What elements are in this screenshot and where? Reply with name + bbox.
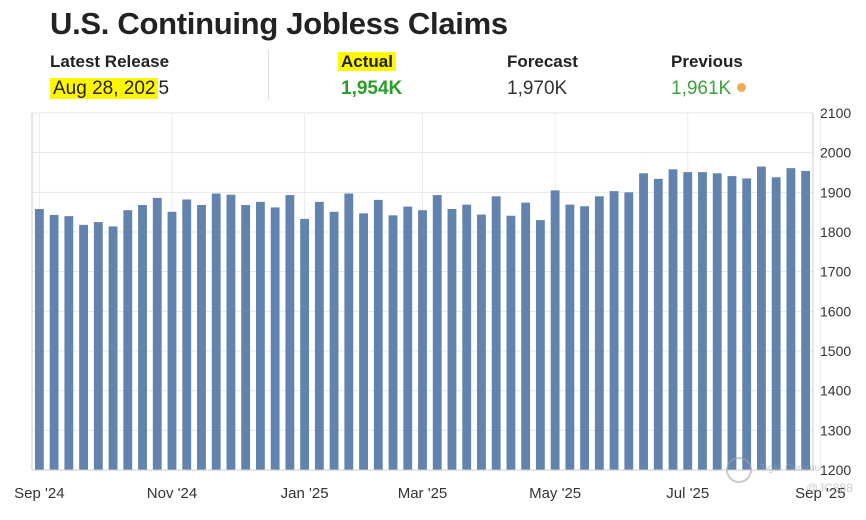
bar (712, 173, 722, 470)
bar (565, 204, 575, 470)
bar (93, 222, 103, 470)
bar (108, 226, 118, 470)
watermark-text: Tiger Commu (760, 463, 821, 474)
bar (580, 206, 590, 470)
latest-release-label: Latest Release (50, 52, 170, 71)
y-tick-label: 1900 (820, 184, 851, 200)
watermark-handle: @JC888 (806, 481, 853, 495)
bar (594, 196, 604, 471)
bar (742, 178, 752, 470)
bar (447, 208, 457, 470)
latest-release-date-rest: 5 (158, 78, 170, 99)
bar (314, 201, 324, 470)
bar (167, 211, 177, 470)
bar (477, 214, 486, 470)
x-tick-label: May '25 (529, 485, 581, 502)
bar (757, 166, 766, 471)
forecast-stat: Forecast 1,970K (507, 52, 578, 100)
actual-value: 1,954K (341, 78, 403, 99)
bar (285, 195, 295, 471)
bar (329, 211, 339, 470)
bar (653, 178, 663, 470)
latest-release-stat: Latest Release Aug 28, 202 5 (50, 52, 169, 100)
bar (123, 210, 133, 470)
bar (668, 169, 678, 470)
bar (138, 205, 147, 470)
bar (462, 204, 472, 470)
bar (300, 218, 310, 470)
bar (34, 208, 44, 470)
bar (521, 202, 531, 470)
actual-label: Actual (334, 52, 402, 72)
bar (403, 206, 413, 470)
bar (373, 199, 383, 470)
latest-release-value: Aug 28, 202 5 (50, 78, 169, 100)
x-tick-label: Sep '25 (795, 485, 845, 502)
bar (609, 191, 619, 470)
bar (550, 190, 560, 470)
bar (698, 172, 707, 470)
page-title: U.S. Continuing Jobless Claims (50, 6, 508, 41)
bar (79, 224, 88, 470)
bar (771, 177, 781, 470)
status-dot-icon (737, 83, 747, 93)
bar (801, 170, 811, 470)
bar (418, 210, 427, 470)
previous-label: Previous (671, 52, 743, 71)
bar (727, 176, 737, 470)
forecast-label: Forecast (507, 52, 578, 71)
header-divider (268, 50, 269, 100)
y-tick-label: 2100 (820, 105, 851, 121)
bar (255, 201, 265, 470)
bar (359, 213, 368, 470)
x-tick-label: Nov '24 (147, 485, 197, 502)
bar (226, 194, 236, 471)
y-tick-label: 1300 (820, 422, 851, 438)
actual-stat: Actual 1,954K (334, 52, 402, 100)
watermark: Tiger Commu @JC888 (726, 455, 853, 495)
bar (270, 207, 280, 470)
bar (786, 168, 796, 470)
x-tick-label: Jan '25 (281, 485, 329, 502)
bar (639, 173, 648, 470)
y-tick-label: 1800 (820, 224, 851, 240)
bar (241, 205, 251, 470)
watermark-logo-icon (726, 457, 752, 483)
bar (64, 216, 74, 470)
y-tick-label: 1400 (820, 383, 851, 399)
y-tick-label: 2000 (820, 145, 851, 161)
bar (182, 199, 192, 470)
x-tick-label: Mar '25 (398, 485, 448, 502)
bar (211, 193, 221, 471)
bar (683, 172, 693, 470)
y-tick-label: 1700 (820, 264, 851, 280)
bar (49, 214, 59, 470)
previous-value-text: 1,961K (671, 78, 732, 99)
previous-value: 1,961K (671, 78, 747, 100)
y-tick-label: 1600 (820, 303, 851, 319)
forecast-value: 1,970K (507, 78, 568, 99)
x-tick-label: Jul '25 (666, 485, 709, 502)
bar (535, 220, 545, 470)
bar (624, 192, 634, 470)
bar (432, 195, 442, 471)
actual-label-text: Actual (338, 52, 396, 71)
bar (491, 196, 501, 471)
bar (344, 193, 354, 471)
y-tick-label: 1500 (820, 343, 851, 359)
y-tick-label: 1200 (820, 462, 851, 478)
bar (197, 205, 206, 470)
bar-chart: 1200 1300 1400 1500 1600 1700 1800 1900 2000 2100… (14, 105, 851, 502)
bar (388, 215, 398, 470)
bar (506, 215, 516, 470)
latest-release-date-highlight: Aug 28, 202 (50, 78, 159, 99)
bar (152, 197, 162, 470)
previous-stat: Previous 1,961K (671, 52, 747, 100)
x-tick-label: Sep '24 (14, 485, 64, 502)
